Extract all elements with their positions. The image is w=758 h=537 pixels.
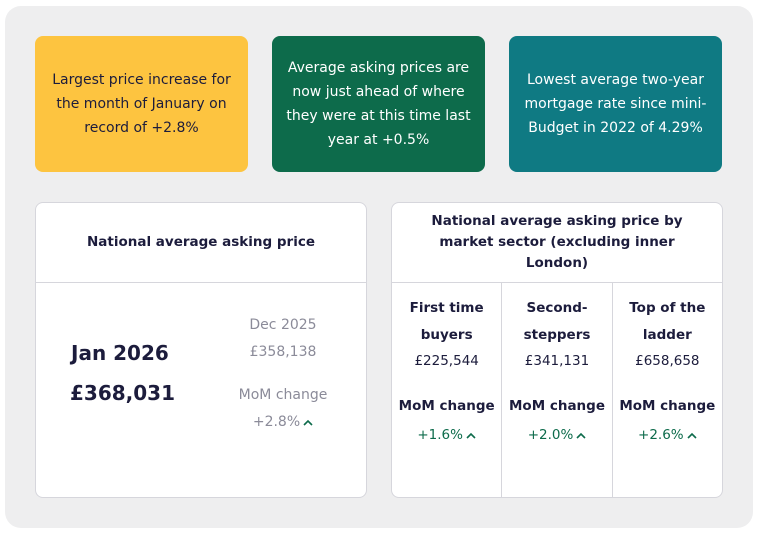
current-price: £368,031 [70,381,176,405]
sector-name: Second-steppers [523,300,591,343]
sector-price-card: National average asking price by market … [391,202,723,498]
sector-first-time-buyers: First time buyers £225,544 MoM change +1… [392,283,503,497]
stat-card-year-on-year: Average asking prices are now just ahead… [272,36,485,172]
sector-price: £658,658 [635,353,700,369]
sector-second-steppers: Second-steppers £341,131 MoM change +2.0… [502,283,613,497]
sector-mom-value: +2.6% [613,422,722,448]
stat-text: Largest price increase for the month of … [52,72,231,136]
chevron-up-icon [687,432,697,439]
national-price-card: National average asking price Jan 2026 £… [35,202,367,498]
sector-name: Top of the ladder [629,300,706,343]
sector-price: £341,131 [524,353,590,369]
chevron-up-icon [576,432,586,439]
mom-value: +2.8% [228,414,338,430]
sector-columns: First time buyers £225,544 MoM change +1… [392,283,722,497]
stat-card-january-increase: Largest price increase for the month of … [35,36,248,172]
chevron-up-icon [466,432,476,439]
national-price-title: National average asking price [36,203,366,283]
sector-price: £225,544 [414,353,479,369]
stat-text: Lowest average two-year mortgage rate si… [524,72,707,136]
sector-mom-value-text: +2.0% [527,427,574,443]
stat-card-mortgage-rate: Lowest average two-year mortgage rate si… [509,36,722,172]
stat-text: Average asking prices are now just ahead… [286,60,471,148]
mom-label: MoM change [238,387,328,403]
sector-mom-label: MoM change [398,398,495,414]
previous-month: Dec 2025 [249,317,317,333]
current-month: Jan 2026 [71,341,169,365]
sector-top-of-the-ladder: Top of the ladder £658,658 MoM change +2… [613,283,722,497]
sector-mom-value: +1.6% [392,422,501,448]
stats-panel: Largest price increase for the month of … [5,6,753,528]
sector-price-title: National average asking price by market … [392,203,722,283]
previous-price: £358,138 [249,344,317,360]
sector-mom-value: +2.0% [502,422,611,448]
sector-name: First time buyers [409,300,484,343]
sector-mom-value-text: +2.6% [638,427,684,443]
sector-mom-value-text: +1.6% [417,427,463,443]
mom-value-text: +2.8% [252,414,301,430]
sector-mom-label: MoM change [619,398,716,414]
sector-mom-label: MoM change [508,398,605,414]
chevron-up-icon [303,419,313,426]
